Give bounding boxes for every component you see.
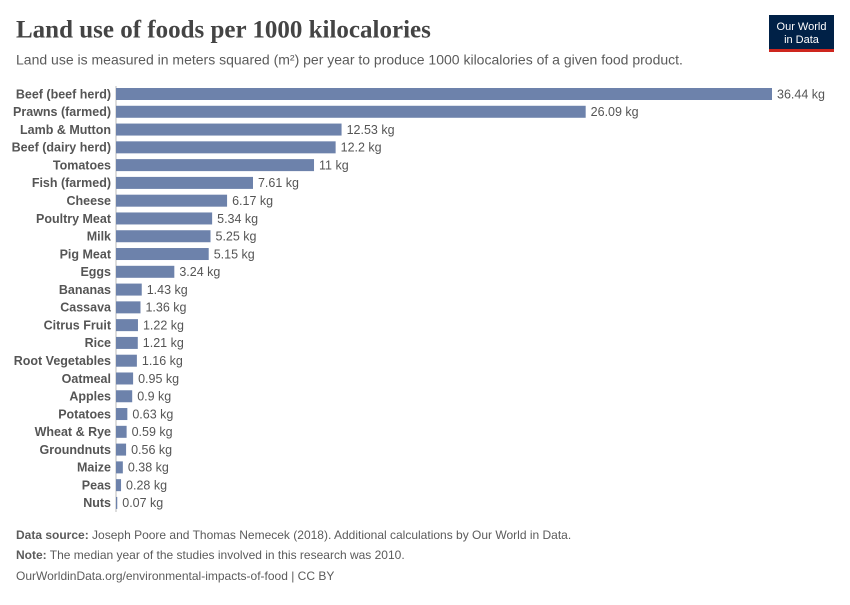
value-label: 0.95 kg [138, 372, 179, 386]
footer-url[interactable]: OurWorldinData.org/environmental-impacts… [16, 569, 334, 583]
footer-label: Data source: [16, 528, 89, 542]
category-label: Fish (farmed) [32, 176, 111, 190]
bar [116, 443, 127, 456]
category-label: Beef (beef herd) [16, 87, 111, 101]
category-label: Oatmeal [62, 372, 111, 386]
bar [116, 105, 586, 118]
value-label: 7.61 kg [258, 176, 299, 190]
bar [116, 248, 209, 261]
bar [116, 496, 118, 509]
bar [116, 88, 772, 100]
footer-source: Data source: Joseph Poore and Thomas Nem… [16, 528, 571, 542]
bar [116, 461, 123, 474]
value-label: 12.2 kg [341, 141, 382, 155]
value-label: 0.07 kg [122, 496, 163, 510]
logo-stripe [769, 49, 834, 52]
logo-text: in Data [784, 34, 820, 46]
bar [116, 212, 213, 225]
category-label: Poultry Meat [36, 212, 112, 226]
chart-title: Land use of foods per 1000 kilocalories [16, 17, 431, 44]
value-label: 12.53 kg [347, 123, 395, 137]
category-label: Maize [77, 461, 111, 475]
value-label: 1.21 kg [143, 336, 184, 350]
bar [116, 425, 127, 438]
bar [116, 354, 137, 367]
chart-subtitle: Land use is measured in meters squared (… [16, 52, 683, 68]
category-label: Groundnuts [39, 443, 111, 457]
category-label: Lamb & Mutton [20, 123, 111, 137]
bar [116, 301, 141, 314]
category-label: Cheese [67, 194, 112, 208]
bar [116, 479, 122, 492]
value-label: 0.59 kg [132, 425, 173, 439]
footer-note: Note: The median year of the studies inv… [16, 548, 405, 562]
bar [116, 390, 133, 403]
category-label: Peas [82, 478, 111, 492]
logo[interactable]: Our World in Data [769, 15, 834, 52]
category-label: Nuts [83, 496, 111, 510]
category-label: Citrus Fruit [44, 318, 112, 332]
category-label: Potatoes [58, 407, 111, 421]
category-label: Rice [85, 336, 111, 350]
value-label: 5.15 kg [214, 247, 255, 261]
bar [116, 372, 134, 385]
bar [116, 336, 138, 349]
category-label: Root Vegetables [14, 354, 111, 368]
footer-text: The median year of the studies involved … [50, 548, 405, 562]
bar [116, 319, 138, 332]
bar [116, 141, 336, 154]
value-label: 0.38 kg [128, 461, 169, 475]
bar [116, 176, 253, 189]
category-label: Apples [69, 390, 111, 404]
value-label: 0.63 kg [132, 407, 173, 421]
footer-text: Joseph Poore and Thomas Nemecek (2018). … [92, 528, 571, 542]
category-label: Beef (dairy herd) [12, 141, 111, 155]
bar [116, 230, 211, 243]
value-label: 11 kg [319, 158, 349, 172]
bar [116, 194, 228, 207]
footer-label: Note: [16, 548, 47, 562]
bar [116, 265, 175, 278]
bar [116, 123, 342, 136]
category-label: Pig Meat [60, 247, 112, 261]
logo-text: Our World [777, 21, 827, 33]
bar [116, 159, 315, 172]
value-label: 3.24 kg [179, 265, 220, 279]
value-label: 1.22 kg [143, 318, 184, 332]
value-label: 1.43 kg [147, 283, 188, 297]
category-label: Eggs [80, 265, 111, 279]
bar [116, 283, 142, 296]
category-label: Milk [87, 230, 111, 244]
value-label: 0.9 kg [137, 390, 171, 404]
value-label: 0.56 kg [131, 443, 172, 457]
logo-box [769, 15, 834, 52]
bar [116, 408, 128, 421]
value-label: 5.25 kg [216, 230, 257, 244]
category-label: Wheat & Rye [35, 425, 111, 439]
value-label: 1.16 kg [142, 354, 183, 368]
value-label: 36.44 kg [777, 87, 825, 101]
value-label: 0.28 kg [126, 478, 167, 492]
value-label: 1.36 kg [145, 301, 186, 315]
value-label: 5.34 kg [217, 212, 258, 226]
category-label: Bananas [59, 283, 111, 297]
value-label: 26.09 kg [591, 105, 639, 119]
value-label: 6.17 kg [232, 194, 273, 208]
category-label: Prawns (farmed) [13, 105, 111, 119]
category-label: Cassava [60, 301, 112, 315]
category-label: Tomatoes [53, 158, 111, 172]
